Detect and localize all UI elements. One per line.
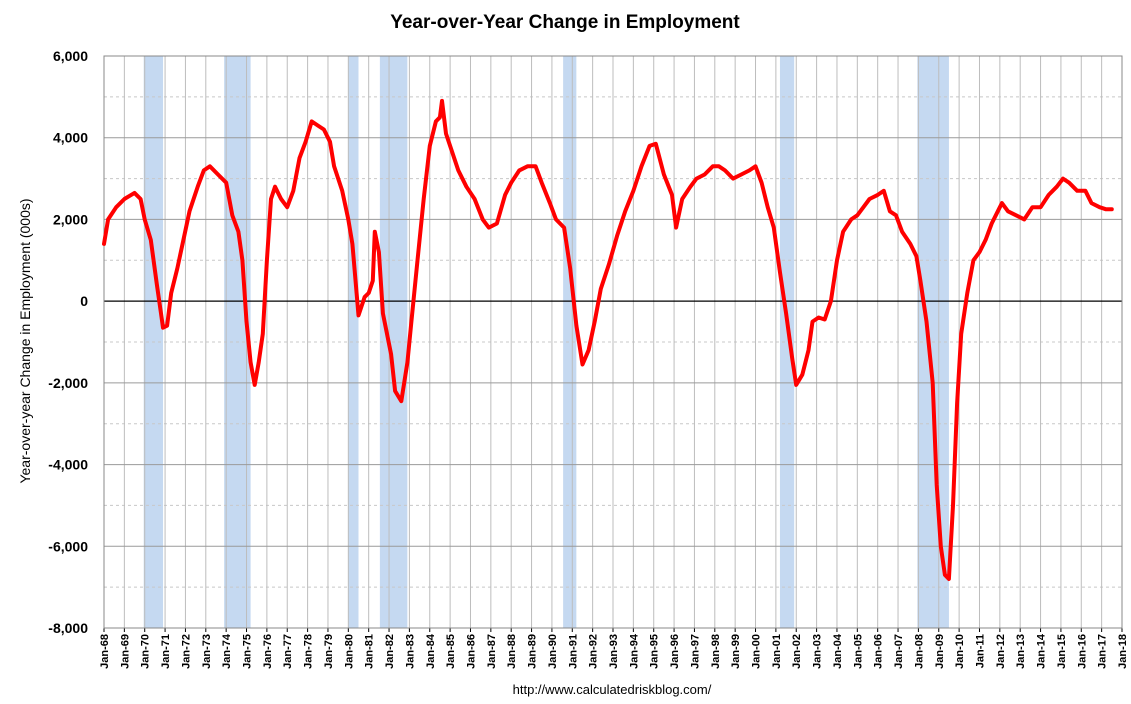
x-tick-label: Jan-95 bbox=[649, 634, 661, 669]
y-tick-label: -8,000 bbox=[48, 620, 88, 636]
x-tick-label: Jan-80 bbox=[343, 634, 355, 669]
x-tick-label: Jan-04 bbox=[832, 633, 844, 669]
y-tick-label: 2,000 bbox=[53, 211, 88, 227]
x-tick-label: Jan-97 bbox=[689, 634, 701, 669]
y-tick-label: -2,000 bbox=[48, 375, 88, 391]
series-line bbox=[102, 98, 1114, 581]
x-tick-label: Jan-98 bbox=[710, 634, 722, 669]
x-tick-label: Jan-07 bbox=[893, 634, 905, 669]
x-tick-label: Jan-13 bbox=[1015, 634, 1027, 669]
y-tick-label: -6,000 bbox=[48, 538, 88, 554]
x-tick-label: Jan-77 bbox=[282, 634, 294, 669]
x-tick-label: Jan-87 bbox=[486, 634, 498, 669]
x-tick-label: Jan-00 bbox=[751, 634, 763, 669]
plot-border bbox=[103, 55, 1123, 629]
x-tick-label: Jan-14 bbox=[1036, 633, 1048, 669]
x-tick-label: Jan-73 bbox=[201, 634, 213, 669]
x-tick-label: Jan-70 bbox=[140, 634, 152, 669]
x-tick-label: Jan-78 bbox=[303, 634, 315, 669]
x-tick-label: Jan-91 bbox=[567, 634, 579, 669]
x-tick-label: Jan-89 bbox=[527, 634, 539, 669]
x-tick-label: Jan-86 bbox=[465, 634, 477, 669]
x-tick-label: Jan-01 bbox=[771, 634, 783, 669]
x-tick-label: Jan-09 bbox=[934, 634, 946, 669]
x-tick-label: Jan-71 bbox=[160, 634, 172, 669]
x-tick-label: Jan-12 bbox=[995, 634, 1007, 669]
x-tick-label: Jan-81 bbox=[364, 634, 376, 669]
y-tick-label: 0 bbox=[80, 293, 88, 309]
x-tick-label: Jan-82 bbox=[384, 634, 396, 669]
recession-band bbox=[779, 56, 795, 628]
x-tick-label: Jan-83 bbox=[404, 634, 416, 669]
x-tick-label: Jan-99 bbox=[730, 634, 742, 669]
x-tick-label: Jan-90 bbox=[547, 634, 559, 669]
x-tick-label: Jan-75 bbox=[242, 634, 254, 669]
x-tick-label: Jan-76 bbox=[262, 634, 274, 669]
x-tick-label: Jan-06 bbox=[873, 634, 885, 669]
x-tick-label: Jan-93 bbox=[608, 634, 620, 669]
y-tick-label: 4,000 bbox=[53, 130, 88, 146]
x-tick-label: Jan-03 bbox=[812, 634, 824, 669]
x-tick-label: Jan-68 bbox=[99, 634, 111, 669]
x-tick-label: Jan-88 bbox=[506, 634, 518, 669]
x-tick-label: Jan-18 bbox=[1117, 634, 1129, 669]
x-tick-label: Jan-72 bbox=[180, 634, 192, 669]
chart-title: Year-over-Year Change in Employment bbox=[390, 12, 740, 33]
x-tick-label: Jan-10 bbox=[954, 634, 966, 669]
y-tick-label: -4,000 bbox=[48, 457, 88, 473]
x-tick-label: Jan-74 bbox=[221, 633, 233, 669]
x-tick-label: Jan-16 bbox=[1076, 634, 1088, 669]
x-tick-label: Jan-17 bbox=[1097, 634, 1109, 669]
x-tick-label: Jan-94 bbox=[628, 633, 640, 669]
x-tick-label: Jan-79 bbox=[323, 634, 335, 669]
x-tick-label: Jan-96 bbox=[669, 634, 681, 669]
x-tick-label: Jan-11 bbox=[974, 634, 986, 668]
source: http://www.calculatedriskblog.com/ bbox=[513, 682, 712, 697]
x-tick-label: Jan-92 bbox=[588, 634, 600, 669]
x-tick-label: Jan-02 bbox=[791, 634, 803, 669]
x-tick-label: Jan-84 bbox=[425, 633, 437, 669]
recession-band bbox=[563, 56, 577, 628]
x-tick-label: Jan-15 bbox=[1056, 634, 1068, 669]
x-tick-label: Jan-85 bbox=[445, 634, 457, 669]
recession-band bbox=[348, 56, 359, 628]
y-tick-label: 6,000 bbox=[53, 48, 88, 64]
y-axis-label: Year-over-year Change in Employment (000… bbox=[17, 198, 33, 483]
x-tick-label: Jan-08 bbox=[913, 634, 925, 669]
x-tick-label: Jan-05 bbox=[852, 634, 864, 669]
x-tick-label: Jan-69 bbox=[119, 634, 131, 669]
